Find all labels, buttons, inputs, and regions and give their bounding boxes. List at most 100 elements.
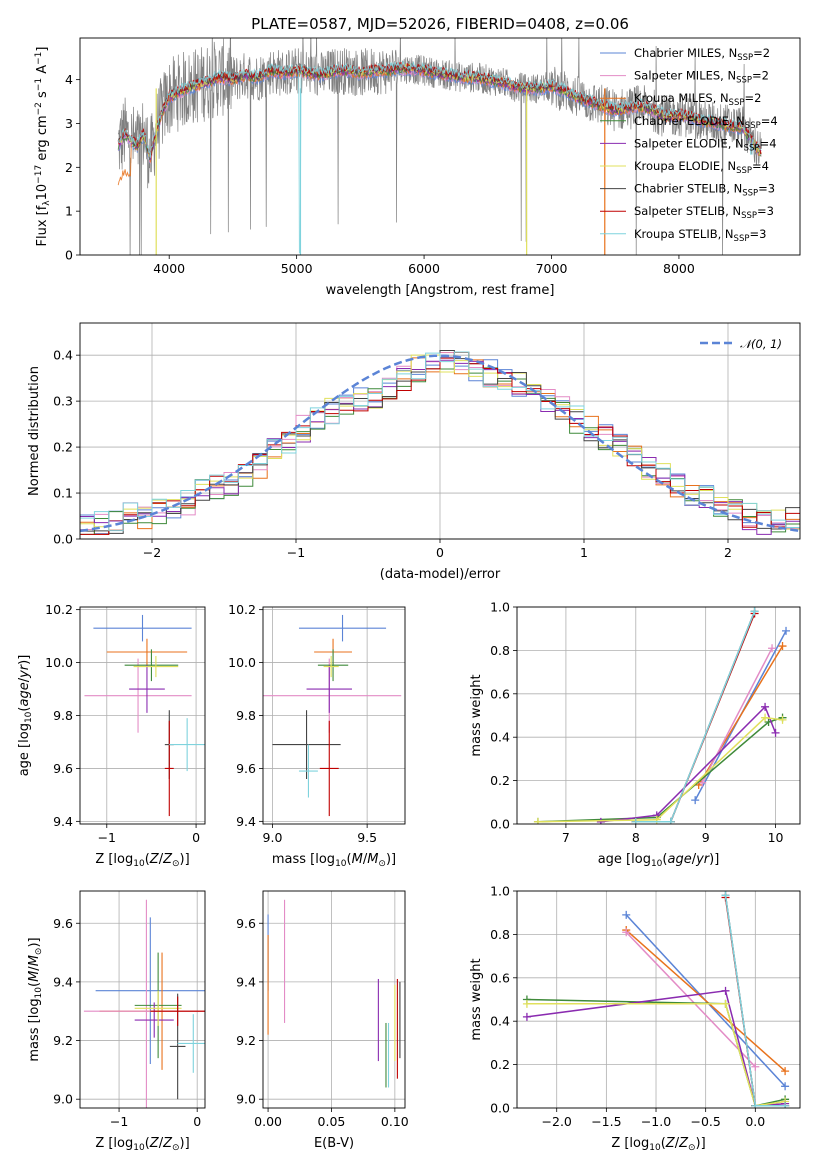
- weight-marker-cyan: [750, 607, 759, 616]
- weight-line-yellow: [537, 716, 783, 823]
- x-tick-label: −1.0: [641, 1114, 671, 1129]
- x-axis-label: age [log10(age/yr)]: [598, 852, 720, 869]
- weight-marker-cyan: [721, 891, 730, 900]
- x-tick-label: 1: [580, 545, 588, 560]
- x-tick-label: 0.05: [318, 1114, 346, 1129]
- axes-frame: [262, 606, 406, 825]
- weight-marker-pink: [622, 928, 631, 937]
- histogram-cyan: [80, 351, 800, 539]
- y-tick-label: 0.6: [490, 686, 510, 701]
- mass-vs-Z-panel-plot-area: [83, 899, 205, 1108]
- weight-marker-blue: [691, 796, 700, 805]
- y-tick-label: 1.0: [490, 600, 510, 615]
- y-tick-label: 10.0: [45, 655, 73, 670]
- y-tick-label: 0.2: [490, 1057, 510, 1072]
- x-tick-label: 0.00: [254, 1114, 282, 1129]
- y-tick-label: 0.8: [490, 643, 510, 658]
- axes-frame: [79, 890, 206, 1109]
- spectrum-legend: Chabrier MILES, NSSP=2 Salpeter MILES, NS…: [600, 46, 778, 244]
- y-tick-label: 0: [65, 248, 73, 263]
- legend-entry: Kroupa MILES, NSSP=2: [634, 91, 761, 108]
- y-tick-label: 9.0: [53, 1092, 73, 1107]
- weight-marker-blue: [782, 626, 791, 635]
- mass-weight-vs-Z-panel: −2.0 −1.5 −1.0 −0.5 0.0 0.0 0.2 0.4 0.6 0.8 1.0 mas…: [469, 884, 801, 1153]
- x-tick-label: 8000: [663, 261, 695, 276]
- y-tick-label: 10.2: [45, 602, 73, 617]
- weight-marker-pink: [768, 644, 777, 653]
- weight-line-orange: [625, 929, 786, 1072]
- x-axis-label: Z [log10(Z/Z⊙)]: [95, 852, 189, 869]
- x-tick-label: 9: [702, 830, 710, 845]
- mass-weight-vs-Z-panel-plot-area: [522, 891, 790, 1108]
- y-tick-label: 0.2: [53, 440, 73, 455]
- y-axis-label: mass weight: [469, 958, 484, 1040]
- weight-marker-cyan: [751, 1101, 760, 1108]
- weight-marker-orange: [781, 1067, 790, 1076]
- y-tick-label: 0.1: [53, 486, 73, 501]
- mass-weight-vs-age-panel-plot-area: [533, 607, 791, 824]
- weight-marker-pink: [698, 778, 707, 787]
- weight-marker-yellow: [778, 715, 787, 724]
- x-axis-label: Z [log10(Z/Z⊙)]: [95, 1136, 189, 1153]
- y-tick-label: 9.8: [236, 708, 256, 723]
- mass-weight-vs-age-panel: 7 8 9 10 0.0 0.2 0.4 0.6 0.8 1.0 mass weight age [l…: [469, 600, 801, 869]
- age-vs-Z-panel-plot-area: [84, 614, 205, 817]
- weight-marker-yellow: [721, 999, 730, 1008]
- y-tick-label: 4: [65, 72, 73, 87]
- x-axis-label: wavelength [Angstrom, rest frame]: [326, 283, 555, 298]
- x-tick-label: 2: [724, 545, 732, 560]
- axes-frame: [79, 322, 801, 540]
- legend-entry: Chabrier MILES, NSSP=2: [634, 46, 770, 63]
- mass-vs-ebv-panel-plot-area: [267, 899, 401, 1088]
- model-line-cyan: [117, 60, 762, 254]
- mass-vs-ebv-panel: 0.00 0.05 0.10 9.0 9.2 9.4 9.6 E(B-V): [236, 890, 409, 1151]
- y-tick-label: 0.6: [490, 970, 510, 985]
- y-tick-label: 0.0: [490, 817, 510, 832]
- age-vs-mass-panel: 9.0 9.5 9.4 9.6 9.8 10.0 10.2 mass [log10(M/M⊙)…: [228, 602, 406, 869]
- y-tick-label: 10.2: [228, 602, 256, 617]
- x-axis-label: (data-model)/error: [380, 567, 501, 582]
- y-tick-label: 0.0: [490, 1101, 510, 1116]
- x-tick-label: 0: [192, 830, 200, 845]
- legend-entry: Kroupa STELIB, NSSP=3: [634, 227, 766, 244]
- x-tick-label: −1.5: [591, 1114, 621, 1129]
- y-axis-label: mass [log10(M/M⊙)]: [27, 937, 44, 1061]
- weight-marker-orange: [778, 642, 787, 651]
- y-tick-label: 2: [65, 160, 73, 175]
- y-tick-label: 9.6: [53, 916, 73, 931]
- x-tick-label: 0: [193, 1114, 201, 1129]
- x-tick-label: 9.0: [263, 830, 283, 845]
- age-vs-Z-panel: −1 0 9.4 9.6 9.8 10.0 10.2 Z [log10(Z/Z⊙)] age […: [17, 602, 206, 869]
- y-tick-label: 10.0: [228, 655, 256, 670]
- axes-frame: [516, 606, 801, 825]
- weight-line-pink: [625, 931, 756, 1068]
- axes-frame: [79, 606, 206, 825]
- figure-title: PLATE=0587, MJD=52026, FIBERID=0408, z=0…: [251, 15, 629, 33]
- y-tick-label: 0.0: [53, 532, 73, 547]
- y-tick-label: 0.3: [53, 394, 73, 409]
- y-axis-label: Flux [fλ10−17 erg cm−2 s−1 A−1]: [34, 47, 52, 247]
- y-tick-label: 9.2: [53, 1033, 73, 1048]
- y-tick-label: 9.0: [236, 1092, 256, 1107]
- x-tick-label: −1: [98, 830, 116, 845]
- weight-marker-pink: [751, 1062, 760, 1071]
- y-tick-label: 9.4: [236, 974, 256, 989]
- x-tick-label: 0.0: [745, 1114, 765, 1129]
- x-axis-label: Z [log10(Z/Z⊙)]: [611, 1136, 705, 1153]
- legend-entry: Kroupa ELODIE, NSSP=4: [634, 159, 769, 176]
- y-tick-label: 9.6: [236, 761, 256, 776]
- weight-marker-purple: [522, 1012, 531, 1021]
- y-axis-label: mass weight: [469, 674, 484, 756]
- x-tick-label: 7000: [536, 261, 568, 276]
- axes-frame: [516, 890, 801, 1109]
- x-tick-label: 4000: [153, 261, 185, 276]
- weight-marker-purple: [771, 728, 780, 737]
- y-tick-label: 9.6: [236, 916, 256, 931]
- y-tick-label: 9.2: [236, 1033, 256, 1048]
- x-tick-label: −0.5: [690, 1114, 720, 1129]
- y-tick-label: 0.4: [490, 1014, 510, 1029]
- x-axis-label: mass [log10(M/M⊙)]: [272, 852, 396, 869]
- y-tick-label: 0.8: [490, 927, 510, 942]
- spectrum-panel: 4000 5000 6000 7000 8000 0 1 2 3 4 Chabrier MILES,…: [34, 37, 801, 298]
